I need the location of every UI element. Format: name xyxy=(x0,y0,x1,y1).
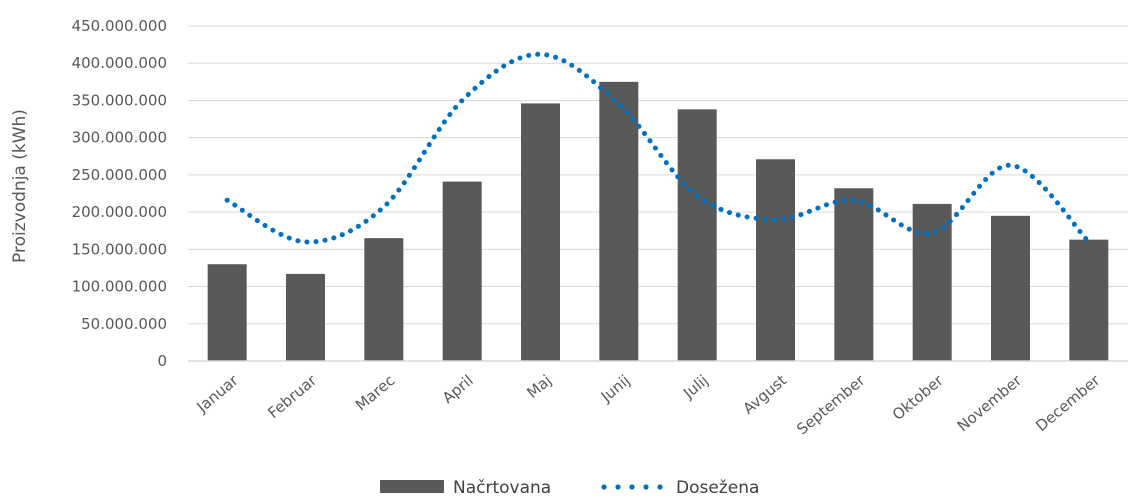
legend-dot xyxy=(615,484,621,490)
y-tick-label: 100.000.000 xyxy=(72,278,167,296)
achieved-line xyxy=(224,51,1092,245)
y-axis-title: Proizvodnja (kWh) xyxy=(10,109,30,263)
bar xyxy=(286,273,325,361)
legend-dot xyxy=(657,484,663,490)
bar xyxy=(599,81,639,361)
line-series xyxy=(224,51,1092,245)
y-axis-ticks: 0 50.000.000 100.000.000 150.000.000 200.000… xyxy=(72,17,167,370)
legend-dot xyxy=(643,484,649,490)
x-tick-label: Februar xyxy=(264,371,320,422)
bar xyxy=(364,238,404,361)
legend: Načrtovana Dosežena xyxy=(380,478,759,497)
bar-series xyxy=(207,81,1109,361)
x-tick-label: Avgust xyxy=(739,371,790,418)
x-tick-label: December xyxy=(1032,371,1104,435)
y-tick-label: 200.000.000 xyxy=(72,203,167,221)
x-axis-ticks: Januar Februar Marec April Maj Junij Julij Avgu… xyxy=(193,371,1104,439)
bar xyxy=(834,188,874,361)
gridlines xyxy=(188,25,1128,325)
y-tick-label: 300.000.000 xyxy=(72,129,167,147)
x-tick-label: April xyxy=(439,371,477,407)
y-tick-label: 150.000.000 xyxy=(72,240,167,258)
y-tick-label: 0 xyxy=(157,352,167,370)
bar xyxy=(1069,239,1109,361)
x-tick-label: September xyxy=(793,371,869,439)
y-tick-label: 450.000.000 xyxy=(72,17,167,35)
legend-dot xyxy=(629,484,635,490)
legend-label-planned: Načrtovana xyxy=(453,478,551,497)
legend-swatch-dotted xyxy=(601,484,663,490)
legend-swatch-bar xyxy=(380,480,444,493)
x-tick-label: Maj xyxy=(523,371,555,402)
y-tick-label: 350.000.000 xyxy=(72,91,167,109)
bar xyxy=(912,203,952,361)
bar xyxy=(521,103,560,361)
y-tick-label: 250.000.000 xyxy=(72,166,167,184)
bar xyxy=(442,181,482,361)
x-tick-label: Julij xyxy=(679,371,712,402)
bar xyxy=(677,109,717,361)
x-tick-label: Marec xyxy=(352,371,398,414)
x-tick-label: Junij xyxy=(597,371,634,406)
y-tick-label: 400.000.000 xyxy=(72,54,167,72)
x-tick-label: November xyxy=(954,371,1026,435)
legend-label-achieved: Dosežena xyxy=(676,478,759,497)
legend-dot xyxy=(601,484,607,490)
x-tick-label: Januar xyxy=(193,371,243,417)
x-tick-label: Oktober xyxy=(889,371,948,424)
bar xyxy=(756,159,795,361)
bar xyxy=(207,264,247,361)
y-tick-label: 50.000.000 xyxy=(81,315,167,333)
bar xyxy=(991,215,1030,361)
